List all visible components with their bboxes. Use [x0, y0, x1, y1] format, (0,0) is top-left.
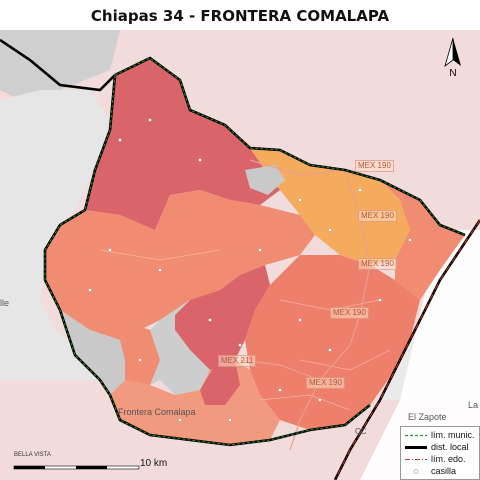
map-legend: lím. munic. dist. local lím. edo. casill… [400, 426, 480, 480]
place-label-lle: lle [0, 298, 10, 308]
district-grey-center [150, 300, 210, 395]
north-arrow-icon [444, 37, 461, 68]
place-label-el-zapote: El Zapote [408, 412, 447, 422]
north-arrow: N [438, 36, 468, 80]
scale-label: 10 km [140, 458, 168, 469]
place-label-frontera-comalapa: Frontera Comalapa [118, 407, 196, 417]
district-east-salmon [380, 180, 465, 300]
road-label: MEX 190 [358, 258, 397, 270]
district-boundary-nw [0, 38, 116, 92]
guatemala-region [360, 230, 480, 480]
red-dashdot-line-icon [405, 459, 427, 460]
casilla-points [88, 118, 412, 422]
district-south-dark [200, 360, 240, 405]
road-label: MEX 190 [355, 160, 394, 172]
state-boundary-red [334, 219, 480, 480]
place-label-bella-vista: BELLA VISTA [14, 452, 51, 458]
municipal-boundary-north [114, 57, 466, 236]
green-dashed-line-icon [405, 434, 427, 437]
district-boundary-west [43, 74, 371, 447]
district-southeast-salmon [245, 255, 420, 430]
municipal-boundaries [99, 249, 391, 411]
black-thick-line-icon [405, 446, 427, 449]
place-label-occ: CC [355, 427, 367, 436]
road-label: MEX 211 [218, 355, 257, 367]
white-circle-icon [413, 469, 419, 474]
road-label: MEX 190 [330, 307, 369, 319]
scale-bar [13, 465, 140, 470]
road-label: MEX 190 [306, 377, 345, 389]
map-svg [0, 30, 480, 480]
map-title: Chiapas 34 - FRONTERA COMALAPA [90, 7, 390, 25]
district-north-dark [85, 58, 280, 230]
grey-region-west [0, 90, 110, 380]
map-canvas[interactable]: MEX 190 MEX 190 MEX 190 MEX 190 MEX 211 … [0, 30, 480, 480]
district-west-salmon [45, 190, 315, 340]
north-label: N [449, 68, 457, 79]
district-center-dark [175, 265, 270, 370]
grey-region-nw [0, 30, 120, 100]
place-label-la: La [468, 400, 479, 410]
district-small-salmon [120, 325, 160, 385]
district-grey-north [245, 165, 285, 195]
road-label: MEX 190 [358, 210, 397, 222]
